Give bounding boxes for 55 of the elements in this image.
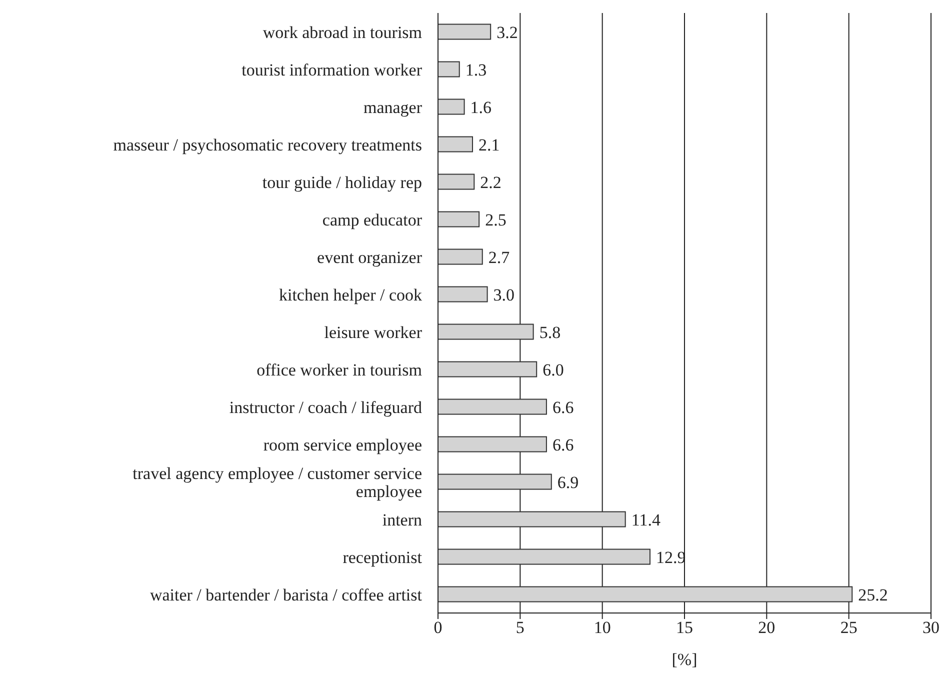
y-tick-label: event organizer [317, 248, 422, 267]
y-tick-label: manager [363, 98, 422, 117]
y-tick-label: instructor / coach / lifeguard [229, 398, 422, 417]
bar [438, 586, 853, 602]
data-label: 25.2 [858, 585, 888, 604]
x-tick-label: 25 [840, 618, 858, 638]
y-tick-label: office worker in tourism [256, 360, 422, 380]
data-label: 2.5 [485, 210, 506, 230]
data-label: 1.3 [465, 60, 487, 80]
x-tick-label: 10 [594, 618, 611, 638]
y-tick-label: tour guide / holiday rep [262, 172, 422, 192]
data-label: 3.0 [493, 285, 515, 304]
data-label: 2.7 [488, 248, 510, 267]
bar [438, 436, 547, 452]
data-label: 6.0 [542, 360, 564, 380]
bar [438, 548, 650, 565]
bar [438, 474, 552, 490]
bar [438, 24, 492, 40]
data-label: 11.4 [631, 510, 661, 530]
y-tick-label: kitchen helper / cook [278, 285, 422, 304]
y-tick-label: receptionist [342, 548, 422, 567]
bar [438, 324, 534, 340]
data-label: 6.9 [557, 472, 579, 492]
bar [438, 511, 626, 528]
bar [438, 174, 475, 190]
x-axis-title: [%] [672, 650, 698, 669]
bar [438, 286, 488, 302]
data-label: 3.2 [496, 22, 518, 42]
y-tick-label: room service employee [263, 435, 422, 454]
y-tick-label: work abroad in tourism [262, 22, 422, 42]
x-tick-label: 0 [434, 618, 442, 638]
bar [438, 398, 547, 415]
x-tick-label: 20 [758, 618, 776, 638]
x-tick-label: 30 [922, 618, 940, 638]
y-tick-label: camp educator [322, 210, 422, 230]
bar [438, 361, 538, 378]
y-tick-label: travel agency employee / customer service employee [132, 464, 422, 501]
data-label: 2.1 [478, 135, 500, 154]
y-tick-label: masseur / psychosomatic recovery treatments [113, 135, 422, 154]
y-tick-label: waiter / bartender / barista / coffee artist [150, 585, 422, 604]
y-tick-label: tourist information worker [242, 60, 422, 80]
data-label: 2.2 [480, 172, 502, 192]
x-tick-label: 15 [676, 618, 693, 638]
x-tick-label: 5 [516, 618, 524, 638]
bar [438, 136, 474, 152]
y-tick-label: intern [382, 510, 422, 530]
data-label: 6.6 [552, 435, 574, 454]
bar [438, 211, 480, 228]
bar [438, 248, 483, 265]
data-label: 5.8 [539, 322, 561, 342]
bar [438, 61, 460, 78]
data-label: 6.6 [552, 398, 574, 417]
data-label: 1.6 [470, 98, 492, 117]
bar [438, 98, 465, 115]
y-tick-label: leisure worker [324, 322, 422, 342]
